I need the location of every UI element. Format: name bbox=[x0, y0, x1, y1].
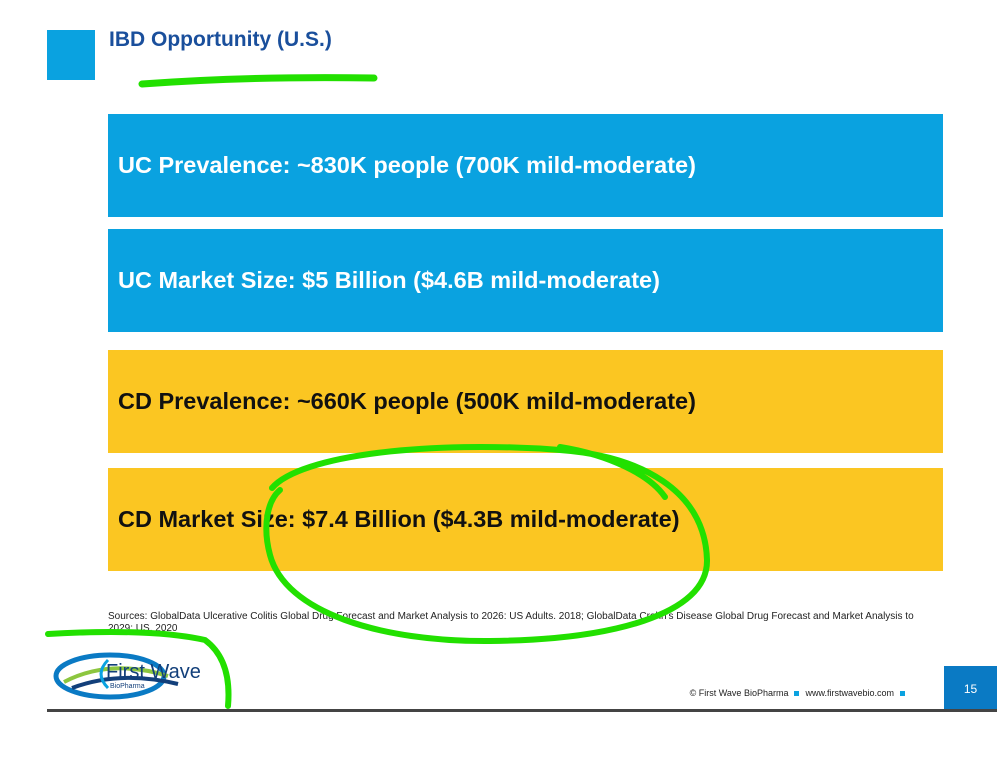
page-number-box: 15 bbox=[944, 666, 997, 711]
footer-divider bbox=[47, 709, 997, 712]
footer-separator-icon bbox=[794, 690, 800, 696]
title-underline-stroke bbox=[138, 74, 378, 88]
slide-title: IBD Opportunity (U.S.) bbox=[109, 28, 332, 51]
sources-note: Sources: GlobalData Ulcerative Colitis G… bbox=[108, 611, 914, 634]
title-accent-square bbox=[47, 30, 95, 80]
footer-website: www.firstwavebio.com bbox=[805, 688, 894, 698]
uc-market-size-text: UC Market Size: $5 Billion ($4.6B mild-m… bbox=[118, 267, 660, 293]
cd-market-size-text: CD Market Size: $7.4 Billion ($4.3B mild… bbox=[118, 506, 680, 532]
footer-end-square-icon bbox=[900, 690, 905, 696]
uc-market-size-bar: UC Market Size: $5 Billion ($4.6B mild-m… bbox=[108, 229, 943, 332]
cd-prevalence-text: CD Prevalence: ~660K people (500K mild-m… bbox=[118, 388, 696, 414]
logo-name: First Wave bbox=[106, 661, 201, 683]
uc-prevalence-text: UC Prevalence: ~830K people (700K mild-m… bbox=[118, 152, 696, 178]
footer-copyright: © First Wave BioPharma bbox=[689, 688, 789, 698]
uc-prevalence-bar: UC Prevalence: ~830K people (700K mild-m… bbox=[108, 114, 943, 217]
logo-subtitle: BioPharma bbox=[110, 683, 145, 690]
footer-credits: © First Wave BioPharma www.firstwavebio.… bbox=[690, 688, 905, 698]
cd-prevalence-bar: CD Prevalence: ~660K people (500K mild-m… bbox=[108, 350, 943, 453]
cd-market-size-bar: CD Market Size: $7.4 Billion ($4.3B mild… bbox=[108, 468, 943, 571]
page-number: 15 bbox=[963, 681, 978, 696]
